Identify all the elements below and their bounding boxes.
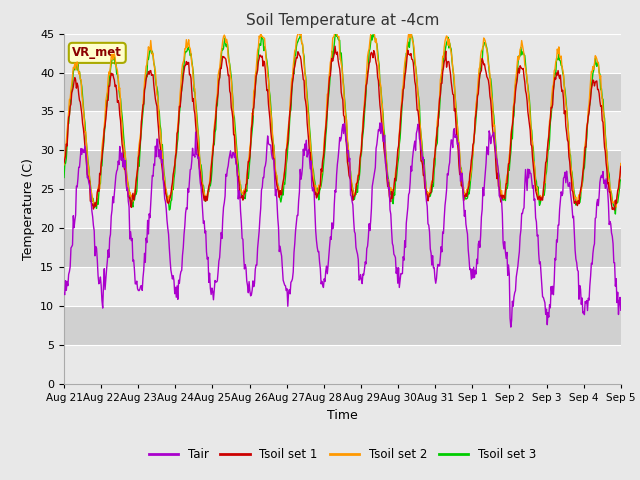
Y-axis label: Temperature (C): Temperature (C) [22,158,35,260]
Bar [64,72,621,111]
Title: Soil Temperature at -4cm: Soil Temperature at -4cm [246,13,439,28]
Bar [64,34,621,72]
Text: VR_met: VR_met [72,47,122,60]
Bar [64,306,621,345]
Bar [64,150,621,189]
Bar [64,111,621,150]
Bar [64,345,621,384]
Bar [64,267,621,306]
Bar [64,228,621,267]
Legend: Tair, Tsoil set 1, Tsoil set 2, Tsoil set 3: Tair, Tsoil set 1, Tsoil set 2, Tsoil se… [144,443,541,466]
X-axis label: Time: Time [327,408,358,421]
Bar [64,189,621,228]
